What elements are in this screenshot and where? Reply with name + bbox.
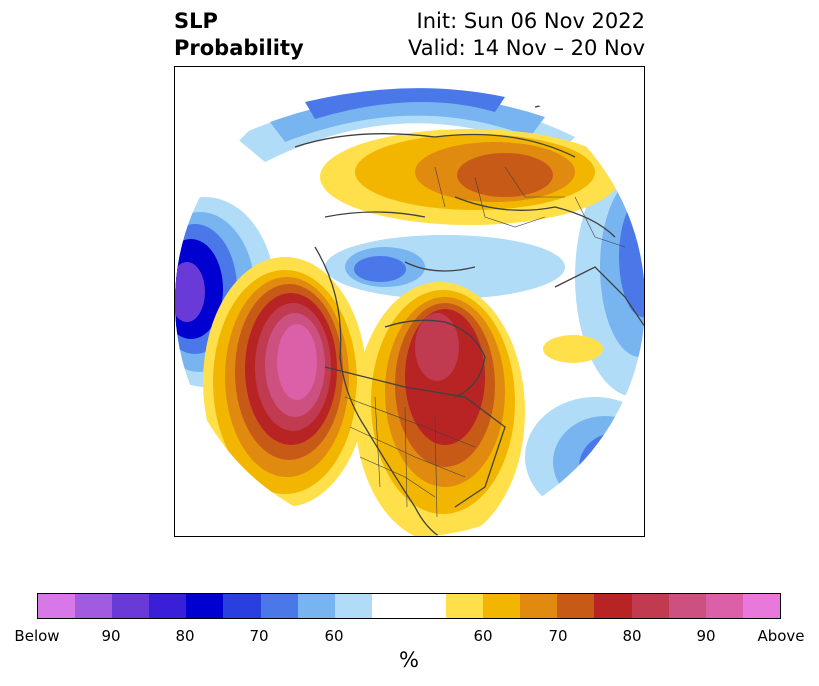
title-type: Probability [174, 36, 304, 60]
colorbar-swatch [668, 594, 706, 618]
colorbar-label: % [399, 648, 419, 672]
colorbar-tick-label: 60 [473, 627, 493, 645]
colorbar-swatch [742, 594, 780, 618]
colorbar-swatch [38, 594, 76, 618]
colorbar-swatch [371, 594, 447, 618]
colorbar-swatch [483, 594, 521, 618]
colorbar-swatch [112, 594, 150, 618]
colorbar-swatch [557, 594, 595, 618]
probability-field [175, 67, 644, 536]
coastlines [294, 103, 644, 536]
colorbar-swatch [520, 594, 558, 618]
colorbar-tick-label: 70 [548, 627, 568, 645]
title-variable: SLP [174, 9, 218, 33]
colorbar-tick-label: 80 [622, 627, 642, 645]
colorbar-swatch [594, 594, 632, 618]
colorbar [37, 593, 781, 619]
colorbar-tick-label: 70 [249, 627, 269, 645]
valid-range: Valid: 14 Nov – 20 Nov [408, 36, 645, 60]
colorbar-swatch [631, 594, 669, 618]
colorbar-swatch [260, 594, 298, 618]
colorbar-swatch [149, 594, 187, 618]
init-date: Init: Sun 06 Nov 2022 [416, 9, 645, 33]
colorbar-tick-label: Below [14, 627, 60, 645]
colorbar-swatch [446, 594, 484, 618]
map-canvas [175, 67, 644, 536]
colorbar-swatch [223, 594, 261, 618]
map-dates: Init: Sun 06 Nov 2022 Valid: 14 Nov – 20… [408, 8, 645, 62]
colorbar-swatch [75, 594, 113, 618]
colorbar-swatch [297, 594, 335, 618]
colorbar-tick-label: Above [757, 627, 805, 645]
map-title: SLP Probability [174, 8, 304, 62]
colorbar-tick-label: 90 [696, 627, 716, 645]
colorbar-tick-label: 60 [324, 627, 344, 645]
colorbar-tick-label: 80 [175, 627, 195, 645]
colorbar-tick-label: 90 [101, 627, 121, 645]
borders [344, 166, 626, 518]
polar-map [174, 66, 645, 537]
colorbar-swatch [334, 594, 372, 618]
colorbar-swatch [705, 594, 743, 618]
colorbar-swatch [186, 594, 224, 618]
